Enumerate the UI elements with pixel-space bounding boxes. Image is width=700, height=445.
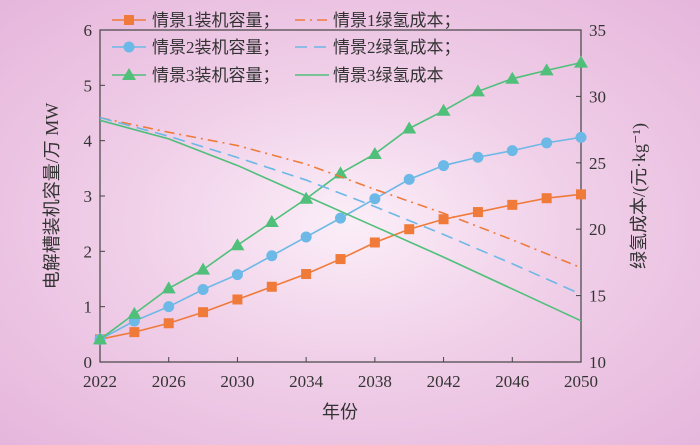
triangle-marker [122, 68, 136, 80]
x-tick-label: 2038 [358, 372, 392, 391]
triangle-marker [196, 262, 211, 275]
y-left-tick-label: 2 [84, 242, 93, 261]
y-right-tick-label: 35 [589, 21, 606, 40]
square-marker [438, 214, 449, 225]
triangle-marker [436, 103, 451, 116]
y-right-tick-label: 25 [589, 154, 606, 173]
square-marker [198, 307, 209, 318]
x-tick-label: 2050 [564, 372, 598, 391]
series-6 [99, 119, 582, 322]
triangle-marker [402, 121, 417, 134]
triangle-marker [161, 281, 176, 294]
square-marker [266, 281, 277, 292]
y-left-tick-label: 0 [84, 353, 93, 372]
series-line [99, 116, 582, 269]
legend-label: 情景3绿氢成本 [333, 66, 444, 85]
triangle-marker [539, 63, 554, 76]
y-left-tick-label: 3 [84, 187, 93, 206]
legend-label: 情景1绿氢成本； [333, 11, 461, 30]
series-1 [95, 189, 586, 345]
x-tick-label: 2046 [495, 372, 529, 391]
square-marker [507, 199, 518, 210]
legend-item: 情景3装机容量； [112, 66, 280, 85]
triangle-marker [93, 332, 107, 345]
y-left-tick-label: 4 [84, 132, 93, 151]
series-5 [99, 116, 582, 296]
circle-marker [472, 151, 484, 163]
y-left-tick-label: 6 [84, 21, 93, 40]
y-axis-left-label: 电解槽装机容量/万 MW [42, 103, 62, 290]
triangle-marker [127, 306, 142, 319]
series-3 [93, 55, 588, 345]
y-right-tick-label: 30 [589, 87, 606, 106]
circle-marker [197, 284, 209, 296]
square-marker [576, 189, 586, 200]
triangle-marker [505, 71, 520, 84]
square-marker [404, 224, 415, 235]
series-lines [93, 55, 588, 345]
circle-marker [369, 193, 381, 205]
axes: 2022 2026 2030 2034 2038 2042 2046 205001234561… [83, 21, 606, 391]
y-left-tick-label: 5 [84, 76, 93, 95]
y-right-tick-label: 10 [589, 353, 606, 372]
series-line [99, 116, 582, 296]
circle-marker [541, 137, 553, 149]
legend-label: 情景1装机容量； [152, 11, 280, 30]
legend-item: 情景2绿氢成本； [295, 38, 461, 57]
x-tick-label: 2022 [83, 372, 117, 391]
legend-item: 情景3绿氢成本 [295, 66, 444, 85]
x-tick-label: 2034 [289, 372, 324, 391]
circle-marker [123, 41, 135, 53]
circle-marker [438, 160, 450, 172]
square-marker [369, 237, 380, 248]
x-axis-label: 年份 [322, 402, 358, 422]
square-marker [232, 294, 243, 305]
legend-label: 情景2装机容量； [152, 38, 280, 57]
x-tick-label: 2042 [427, 372, 461, 391]
circle-marker [506, 145, 518, 157]
legend: 情景1装机容量； 情景2装机容量； 情景3装机容量； 情景1绿氢成本； 情景2绿氢成本；… [112, 11, 461, 85]
square-marker [541, 193, 552, 204]
series-2 [94, 131, 587, 345]
circle-marker [335, 212, 346, 224]
triangle-marker [574, 55, 588, 68]
triangle-marker [299, 191, 314, 204]
square-marker [163, 318, 174, 329]
circle-marker [231, 269, 243, 281]
y-axis-right-label: 绿氢成本/(元·kg⁻¹) [629, 123, 650, 269]
series-line [99, 119, 582, 322]
y-left-tick-label: 1 [84, 298, 93, 317]
square-marker [301, 269, 312, 280]
square-marker [335, 254, 346, 265]
square-marker [129, 327, 140, 338]
square-marker [472, 207, 483, 218]
triangle-marker [470, 84, 485, 97]
series-4 [99, 116, 582, 269]
triangle-marker [367, 146, 382, 159]
circle-marker [403, 173, 415, 185]
triangle-marker [264, 215, 279, 228]
legend-item: 情景2装机容量； [112, 38, 280, 57]
y-right-tick-label: 20 [589, 220, 606, 239]
circle-marker [575, 131, 587, 143]
x-tick-label: 2030 [220, 372, 254, 391]
legend-item: 情景1装机容量； [112, 11, 280, 30]
circle-marker [266, 250, 278, 262]
circle-marker [163, 301, 175, 313]
y-right-tick-label: 15 [589, 287, 606, 306]
legend-item: 情景1绿氢成本； [295, 11, 461, 30]
legend-label: 情景3装机容量； [152, 66, 280, 85]
legend-label: 情景2绿氢成本； [333, 38, 461, 57]
x-tick-label: 2026 [152, 372, 186, 391]
square-marker [124, 15, 134, 25]
triangle-marker [230, 238, 245, 251]
circle-marker [300, 231, 312, 243]
